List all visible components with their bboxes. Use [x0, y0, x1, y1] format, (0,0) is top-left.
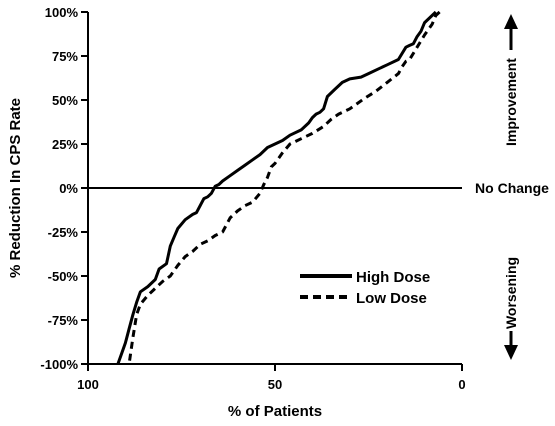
- y-tick-label: 25%: [52, 137, 78, 152]
- no-change-label: No Change: [475, 180, 549, 196]
- worsening-annotation: Worsening: [503, 257, 519, 360]
- series-line-low-dose: [127, 10, 441, 365]
- legend-label-high-dose: High Dose: [356, 269, 430, 286]
- y-tick-label: 100%: [45, 5, 79, 20]
- worsening-label: Worsening: [503, 257, 519, 329]
- y-tick-label: -75%: [48, 313, 79, 328]
- down-arrow-icon: [504, 345, 518, 360]
- legend-label-low-dose: Low Dose: [356, 290, 427, 307]
- x-axis-ticks: 100 50 0: [77, 364, 466, 392]
- up-arrow-icon: [504, 14, 518, 29]
- y-tick-label: -100%: [40, 357, 78, 372]
- y-tick-label: 50%: [52, 93, 78, 108]
- series-layer: [116, 10, 441, 365]
- improvement-annotation: Improvement: [503, 14, 519, 146]
- x-tick-label: 50: [268, 377, 282, 392]
- y-tick-label: 75%: [52, 49, 78, 64]
- y-tick-label: -25%: [48, 225, 79, 240]
- legend: High Dose Low Dose: [300, 269, 430, 307]
- y-tick-label: 0%: [59, 181, 78, 196]
- x-tick-label: 0: [458, 377, 465, 392]
- x-tick-label: 100: [77, 377, 99, 392]
- y-tick-label: -50%: [48, 269, 79, 284]
- x-axis-title: % of Patients: [228, 403, 322, 420]
- series-line-high-dose: [116, 10, 437, 365]
- y-axis-ticks: 100% 75% 50% 25% 0% -25% -50% -75% -100%: [40, 5, 88, 372]
- improvement-label: Improvement: [503, 58, 519, 146]
- y-axis-title: % Reduction In CPS Rate: [7, 98, 24, 278]
